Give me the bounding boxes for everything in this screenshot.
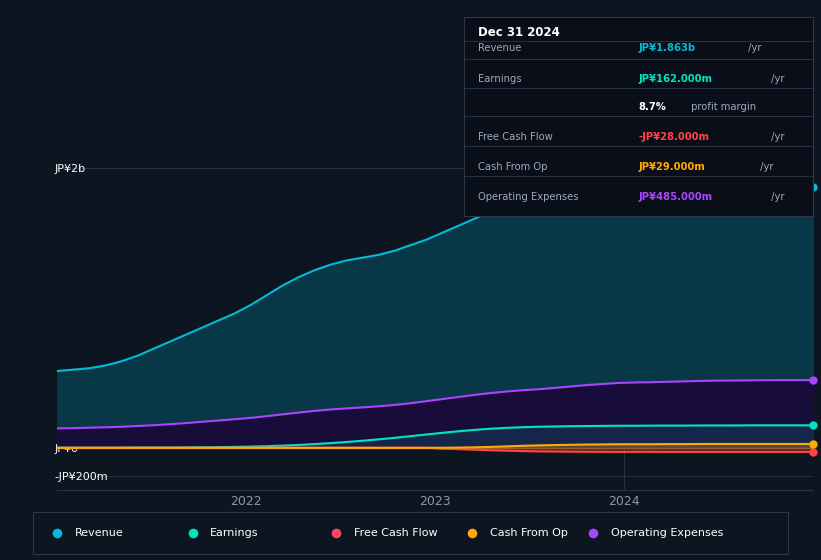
Text: JP¥29.000m: JP¥29.000m [639,162,705,172]
Text: Operating Expenses: Operating Expenses [611,529,723,538]
Text: Cash From Op: Cash From Op [490,529,567,538]
Point [806,447,819,456]
Text: -JP¥28.000m: -JP¥28.000m [639,132,709,142]
Text: Operating Expenses: Operating Expenses [478,192,578,202]
Point [466,529,479,538]
Text: profit margin: profit margin [688,102,756,113]
Text: /yr: /yr [757,162,773,172]
Point [806,440,819,449]
Text: JP¥1.863b: JP¥1.863b [639,43,695,53]
Text: Revenue: Revenue [75,529,123,538]
Text: 8.7%: 8.7% [639,102,666,113]
Text: Earnings: Earnings [478,74,521,85]
Text: JP¥162.000m: JP¥162.000m [639,74,713,85]
Text: JP¥485.000m: JP¥485.000m [639,192,713,202]
Text: Earnings: Earnings [210,529,259,538]
Text: /yr: /yr [768,192,785,202]
Point [50,529,63,538]
Point [186,529,200,538]
Text: /yr: /yr [768,132,785,142]
Text: /yr: /yr [745,43,762,53]
Point [806,183,819,192]
Text: Revenue: Revenue [478,43,521,53]
Text: Free Cash Flow: Free Cash Flow [478,132,553,142]
Text: Dec 31 2024: Dec 31 2024 [478,26,560,39]
Point [806,376,819,385]
Point [330,529,343,538]
Point [806,421,819,430]
Text: Free Cash Flow: Free Cash Flow [354,529,438,538]
Point [587,529,600,538]
Text: Cash From Op: Cash From Op [478,162,548,172]
Text: /yr: /yr [768,74,785,85]
